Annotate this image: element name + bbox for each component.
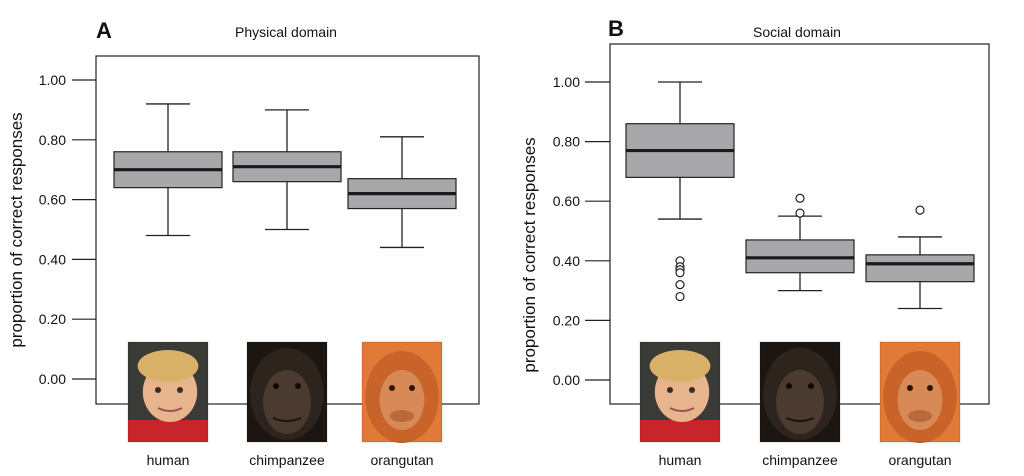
chimpanzee-photo-b	[759, 341, 841, 443]
outlier-point	[795, 193, 805, 203]
photo-muzzle	[908, 410, 932, 422]
panel-letter: A	[96, 18, 112, 43]
outlier-point	[675, 280, 685, 290]
y-axis-label: proportion of correct responses	[7, 112, 26, 347]
photo-hair	[137, 350, 199, 382]
photo-face	[776, 370, 824, 434]
category-label: orangutan	[370, 452, 433, 468]
y-tick-label: 0.60	[553, 193, 580, 209]
box-orangutan	[347, 136, 457, 249]
y-tick-label: 1.00	[39, 72, 66, 88]
y-tick-label: 0.80	[39, 132, 66, 148]
box-orangutan	[865, 205, 975, 310]
photo-eye	[808, 383, 814, 389]
photo-frame	[879, 341, 961, 443]
box-human	[113, 103, 223, 237]
y-tick-label: 0.00	[39, 371, 66, 387]
photo-hair	[649, 350, 711, 382]
panel-b: B Social domain proportion of correct resp…	[520, 16, 990, 468]
orangutan-photo-a	[361, 341, 443, 443]
category-label: human	[659, 452, 702, 468]
photo-mouth	[157, 407, 183, 412]
panel-a: A Physical domain proportion of correct re…	[7, 18, 480, 468]
photo-eye	[689, 387, 695, 393]
photo-eye	[667, 387, 673, 393]
photo-shirt	[128, 420, 208, 442]
photo-frame	[127, 341, 209, 443]
photo-eye	[786, 383, 792, 389]
category-label: chimpanzee	[762, 452, 838, 468]
box-chimpanzee	[745, 193, 855, 292]
human-photo-b	[639, 341, 721, 443]
photo-frame	[639, 341, 721, 443]
human-photo-a	[127, 341, 209, 443]
panel-letter: B	[608, 16, 624, 41]
photo-shirt	[640, 420, 720, 442]
category-label: human	[147, 452, 190, 468]
photo-eye	[177, 387, 183, 393]
category-label: orangutan	[888, 452, 951, 468]
y-tick-label: 0.40	[553, 253, 580, 269]
category-label: chimpanzee	[249, 452, 325, 468]
outlier-point	[915, 205, 925, 215]
photo-face	[263, 370, 311, 434]
photo-eye	[273, 383, 279, 389]
photo-muzzle	[390, 410, 414, 422]
box-iqr	[865, 254, 975, 283]
photo-frame	[759, 341, 841, 443]
photo-frame	[361, 341, 443, 443]
photo-eye	[927, 385, 933, 391]
photo-eye	[389, 385, 395, 391]
y-tick-label: 0.20	[553, 312, 580, 328]
box-chimpanzee	[232, 109, 342, 231]
y-axis-label: proportion of correct responses	[520, 137, 539, 372]
y-tick-label: 0.60	[39, 192, 66, 208]
y-tick-label: 0.80	[553, 134, 580, 150]
y-tick-label: 0.20	[39, 311, 66, 327]
outlier-point	[675, 291, 685, 302]
photo-mouth	[669, 407, 695, 412]
orangutan-photo-b	[879, 341, 961, 443]
y-tick-label: 0.40	[39, 251, 66, 267]
photo-mouth	[272, 417, 302, 422]
chart-title: Social domain	[753, 24, 841, 40]
outlier-point	[795, 208, 805, 218]
photo-eye	[907, 385, 913, 391]
y-tick-label: 1.00	[553, 74, 580, 90]
outlier-point	[675, 268, 685, 278]
photo-eye	[409, 385, 415, 391]
chart-title: Physical domain	[235, 24, 337, 40]
y-tick-label: 0.00	[553, 372, 580, 388]
photo-mouth	[785, 417, 815, 422]
chimpanzee-photo-a	[246, 341, 328, 443]
box-human	[625, 81, 735, 302]
photo-eye	[155, 387, 161, 393]
photo-eye	[295, 383, 301, 389]
photo-frame	[246, 341, 328, 443]
